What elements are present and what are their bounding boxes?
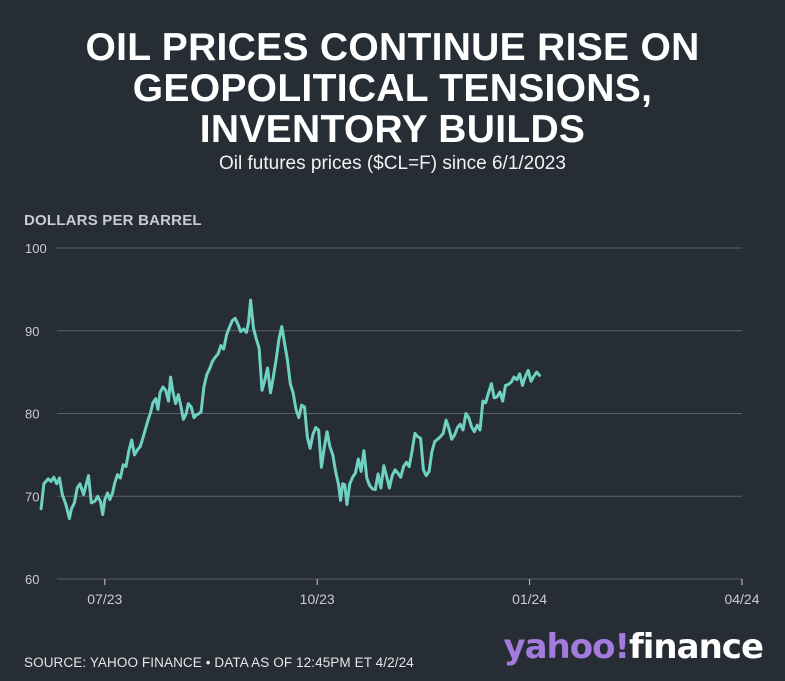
y-tick-label-100: 100 <box>25 241 47 256</box>
y-axis-label: DOLLARS PER BARREL <box>24 212 202 229</box>
y-tick-label-70: 70 <box>25 489 39 504</box>
y-tick-label-80: 80 <box>25 407 39 422</box>
chart-subtitle: Oil futures prices ($CL=F) since 6/1/202… <box>219 153 566 174</box>
chart-title: OIL PRICES CONTINUE RISE ON GEOPOLITICAL… <box>85 26 700 151</box>
x-tick-label-04-24: 04/24 <box>724 591 759 607</box>
source-footnote: SOURCE: YAHOO FINANCE • DATA AS OF 12:45… <box>24 655 414 670</box>
series-line-0 <box>39 298 541 521</box>
x-tick-label-01-24: 01/24 <box>512 591 547 607</box>
y-tick-label-60: 60 <box>25 572 39 587</box>
x-tick-label-10-23: 10/23 <box>300 591 335 607</box>
y-tick-label-90: 90 <box>25 324 39 339</box>
yahoo-finance-logo: yahoo!finance <box>503 627 764 667</box>
logo-yahoo-text: yahoo! <box>503 627 630 667</box>
x-tick-label-07-23: 07/23 <box>87 591 122 607</box>
logo-finance-text: finance <box>628 627 764 667</box>
